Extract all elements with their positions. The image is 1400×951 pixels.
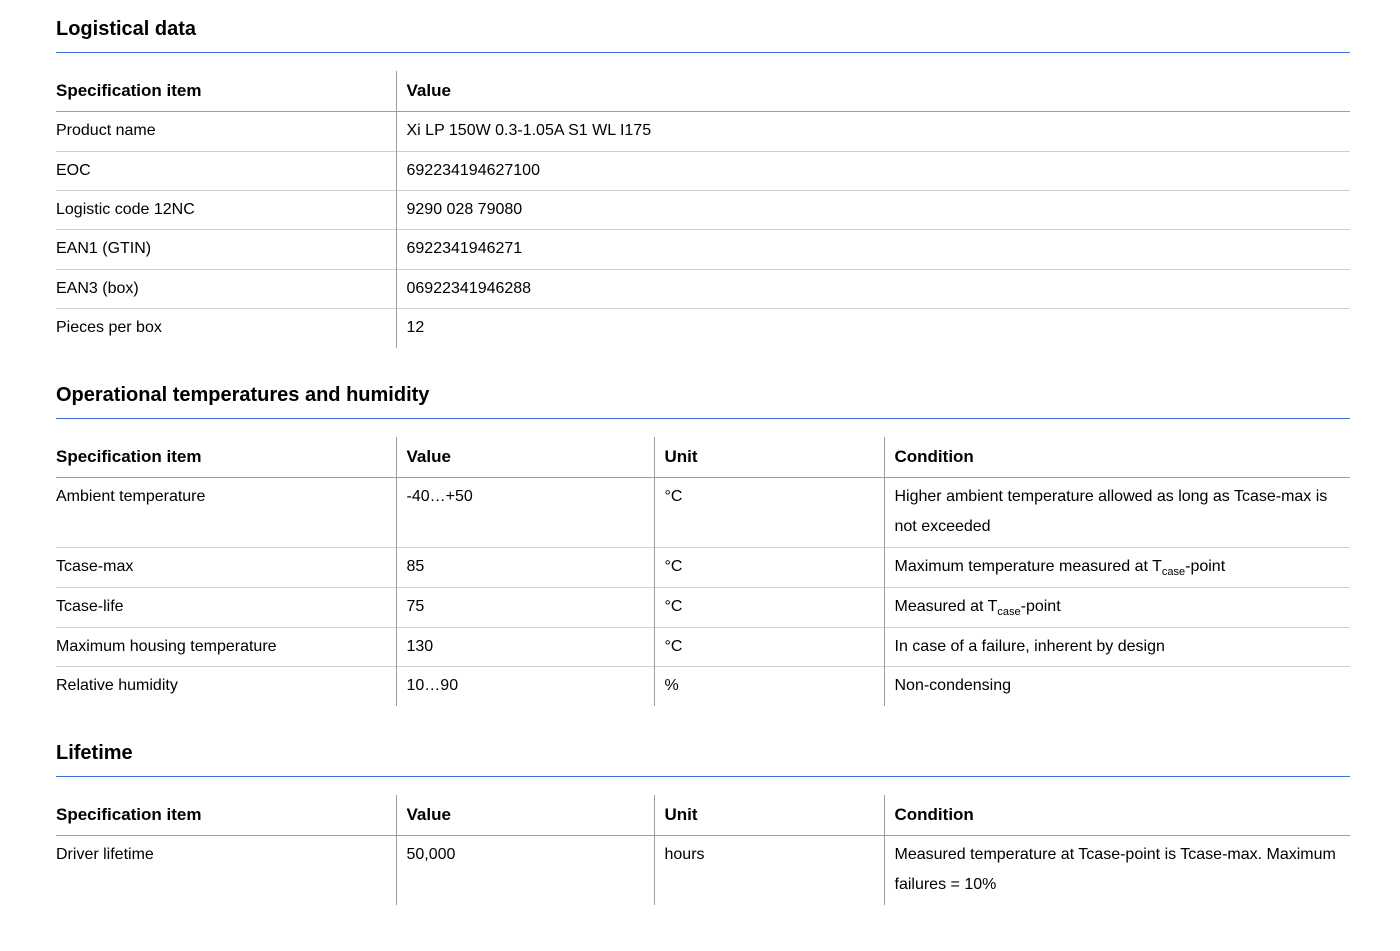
logistical-table: Specification item Value Product name Xi… <box>56 71 1350 348</box>
spec-cell: Pieces per box <box>56 309 396 348</box>
unit-cell: °C <box>654 627 884 666</box>
table-row: EAN1 (GTIN) 6922341946271 <box>56 230 1350 269</box>
unit-cell: °C <box>654 477 884 547</box>
col-header-spec: Specification item <box>56 795 396 836</box>
spec-cell: Relative humidity <box>56 667 396 706</box>
table-row: EOC 692234194627100 <box>56 151 1350 190</box>
table-row: Logistic code 12NC 9290 028 79080 <box>56 191 1350 230</box>
spec-cell: Tcase-life <box>56 587 396 627</box>
spec-cell: Driver lifetime <box>56 835 396 904</box>
col-header-unit: Unit <box>654 795 884 836</box>
condition-cell: Non-condensing <box>884 667 1350 706</box>
value-cell: 10…90 <box>396 667 654 706</box>
condition-cell: Higher ambient temperature allowed as lo… <box>884 477 1350 547</box>
table-row: Tcase-life 75 °C Measured at Tcase-point <box>56 587 1350 627</box>
value-cell: 692234194627100 <box>396 151 1350 190</box>
col-header-spec: Specification item <box>56 71 396 112</box>
table-row: Pieces per box 12 <box>56 309 1350 348</box>
table-row: Tcase-max 85 °C Maximum temperature meas… <box>56 547 1350 587</box>
table-row: Relative humidity 10…90 % Non-condensing <box>56 667 1350 706</box>
table-row: Maximum housing temperature 130 °C In ca… <box>56 627 1350 666</box>
value-cell: 75 <box>396 587 654 627</box>
spec-cell: EOC <box>56 151 396 190</box>
unit-cell: °C <box>654 587 884 627</box>
spec-cell: EAN1 (GTIN) <box>56 230 396 269</box>
table-row: Driver lifetime 50,000 hours Measured te… <box>56 835 1350 904</box>
table-row: Ambient temperature -40…+50 °C Higher am… <box>56 477 1350 547</box>
lifetime-table: Specification item Value Unit Condition … <box>56 795 1350 905</box>
value-cell: 85 <box>396 547 654 587</box>
section-title-logistical: Logistical data <box>56 8 1350 48</box>
table-row: Product name Xi LP 150W 0.3-1.05A S1 WL … <box>56 112 1350 151</box>
section-title-operational: Operational temperatures and humidity <box>56 374 1350 414</box>
section-rule <box>56 418 1350 419</box>
col-header-value: Value <box>396 795 654 836</box>
section-title-lifetime: Lifetime <box>56 732 1350 772</box>
value-cell: 9290 028 79080 <box>396 191 1350 230</box>
condition-cell: Measured at Tcase-point <box>884 587 1350 627</box>
condition-cell: In case of a failure, inherent by design <box>884 627 1350 666</box>
operational-table: Specification item Value Unit Condition … <box>56 437 1350 706</box>
section-rule <box>56 776 1350 777</box>
spec-cell: Product name <box>56 112 396 151</box>
spec-cell: Ambient temperature <box>56 477 396 547</box>
condition-cell: Maximum temperature measured at Tcase-po… <box>884 547 1350 587</box>
condition-cell: Measured temperature at Tcase-point is T… <box>884 835 1350 904</box>
value-cell: -40…+50 <box>396 477 654 547</box>
value-cell: Xi LP 150W 0.3-1.05A S1 WL I175 <box>396 112 1350 151</box>
col-header-value: Value <box>396 437 654 478</box>
spec-cell: Logistic code 12NC <box>56 191 396 230</box>
value-cell: 50,000 <box>396 835 654 904</box>
unit-cell: % <box>654 667 884 706</box>
spec-cell: Maximum housing temperature <box>56 627 396 666</box>
table-row: EAN3 (box) 06922341946288 <box>56 269 1350 308</box>
unit-cell: hours <box>654 835 884 904</box>
spec-cell: Tcase-max <box>56 547 396 587</box>
spec-cell: EAN3 (box) <box>56 269 396 308</box>
col-header-unit: Unit <box>654 437 884 478</box>
col-header-condition: Condition <box>884 437 1350 478</box>
unit-cell: °C <box>654 547 884 587</box>
value-cell: 12 <box>396 309 1350 348</box>
value-cell: 06922341946288 <box>396 269 1350 308</box>
section-rule <box>56 52 1350 53</box>
col-header-condition: Condition <box>884 795 1350 836</box>
col-header-value: Value <box>396 71 1350 112</box>
value-cell: 130 <box>396 627 654 666</box>
value-cell: 6922341946271 <box>396 230 1350 269</box>
col-header-spec: Specification item <box>56 437 396 478</box>
